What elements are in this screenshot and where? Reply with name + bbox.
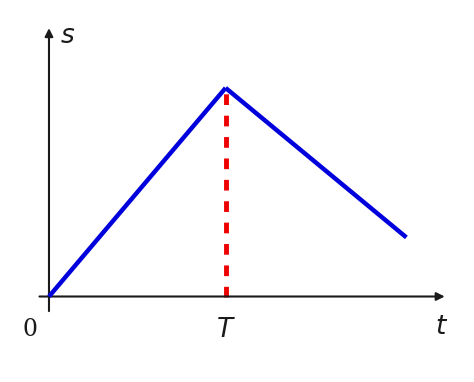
Text: $s$: $s$	[60, 23, 75, 48]
Text: $t$: $t$	[435, 314, 448, 338]
Text: 0: 0	[23, 318, 38, 341]
Text: $T$: $T$	[216, 317, 236, 342]
